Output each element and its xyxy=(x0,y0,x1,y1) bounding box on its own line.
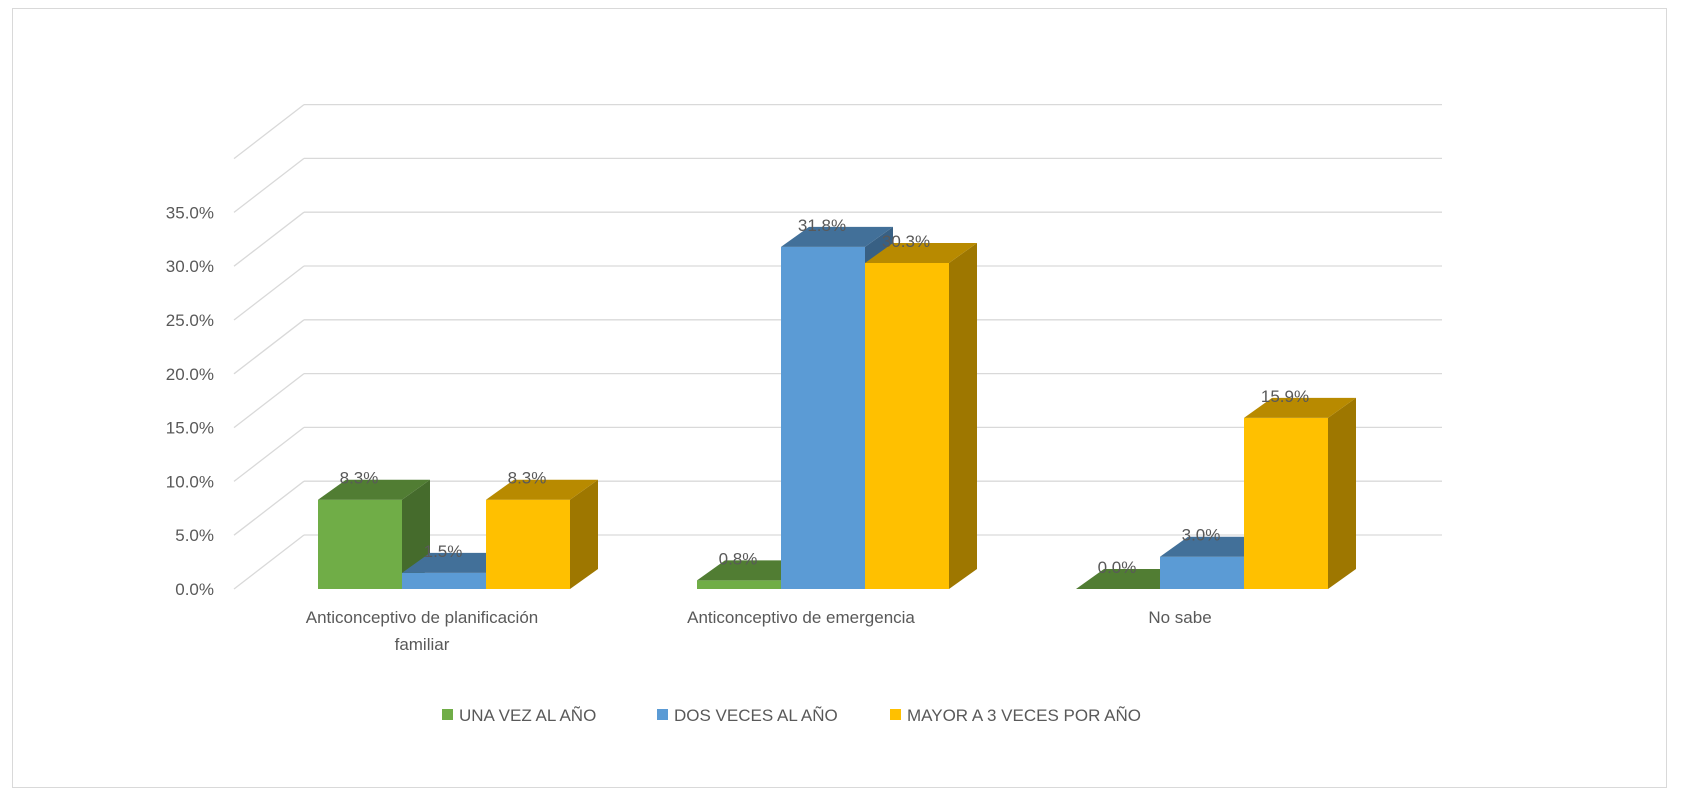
bar xyxy=(781,246,865,589)
bar-top xyxy=(781,226,893,247)
y-tick-label: 0.0% xyxy=(175,580,214,599)
data-label: 30.3% xyxy=(882,232,930,251)
legend-swatch xyxy=(890,709,901,720)
bar-chart-3d: 0.0% 5.0% 10.0% 15.0% 20.0% 25.0% 30.0% 35.0% 8.… xyxy=(166,103,1442,725)
gridline-side xyxy=(233,373,305,429)
data-label: 0.0% xyxy=(1098,558,1137,577)
gridline-side xyxy=(233,480,305,536)
y-tick-label: 20.0% xyxy=(166,365,214,384)
gridline-side xyxy=(233,265,305,321)
bar-top xyxy=(865,242,977,263)
bar-top xyxy=(1244,397,1356,418)
data-label: 8.3% xyxy=(508,469,547,488)
bar xyxy=(697,580,781,589)
legend-label: MAYOR A 3 VECES POR AÑO xyxy=(907,706,1141,725)
data-label: 8.3% xyxy=(340,469,379,488)
y-tick-label: 25.0% xyxy=(166,311,214,330)
y-tick-label: 35.0% xyxy=(166,203,214,222)
legend-label: DOS VECES AL AÑO xyxy=(674,706,838,725)
bar xyxy=(1160,556,1244,589)
data-label: 15.9% xyxy=(1261,387,1309,406)
gridline-side xyxy=(233,319,305,375)
gridline-side xyxy=(233,211,305,267)
category-label: familiar xyxy=(395,635,450,654)
chart-frame: 0.0% 5.0% 10.0% 15.0% 20.0% 25.0% 30.0% 35.0% 8.… xyxy=(12,8,1667,788)
bar xyxy=(402,572,486,589)
gridline-side xyxy=(233,157,305,213)
category-label: Anticonceptivo de emergencia xyxy=(687,608,915,627)
bar-top xyxy=(486,479,598,500)
legend-swatch xyxy=(442,709,453,720)
legend-label: UNA VEZ AL AÑO xyxy=(459,706,596,725)
legend-swatch xyxy=(657,709,668,720)
bar-top xyxy=(318,479,430,500)
bar xyxy=(318,499,402,589)
y-tick-label: 15.0% xyxy=(166,419,214,438)
bar xyxy=(865,262,949,589)
y-tick-label: 5.0% xyxy=(175,526,214,545)
bar-side xyxy=(570,479,598,589)
data-label: 3.0% xyxy=(1182,526,1221,545)
bar-side xyxy=(949,242,977,590)
category-label: Anticonceptivo de planificación xyxy=(306,608,538,627)
category-label: No sabe xyxy=(1148,608,1211,627)
data-label: 0.8% xyxy=(719,549,758,568)
bar xyxy=(486,499,570,589)
gridline-side xyxy=(233,534,305,590)
y-tick-label: 30.0% xyxy=(166,257,214,276)
gridline-side xyxy=(233,104,305,160)
data-label: 1.5% xyxy=(424,542,463,561)
data-label: 31.8% xyxy=(798,216,846,235)
gridline-side xyxy=(233,426,305,482)
y-tick-label: 10.0% xyxy=(166,472,214,491)
bar-side xyxy=(1328,397,1356,589)
bar xyxy=(1244,417,1328,589)
